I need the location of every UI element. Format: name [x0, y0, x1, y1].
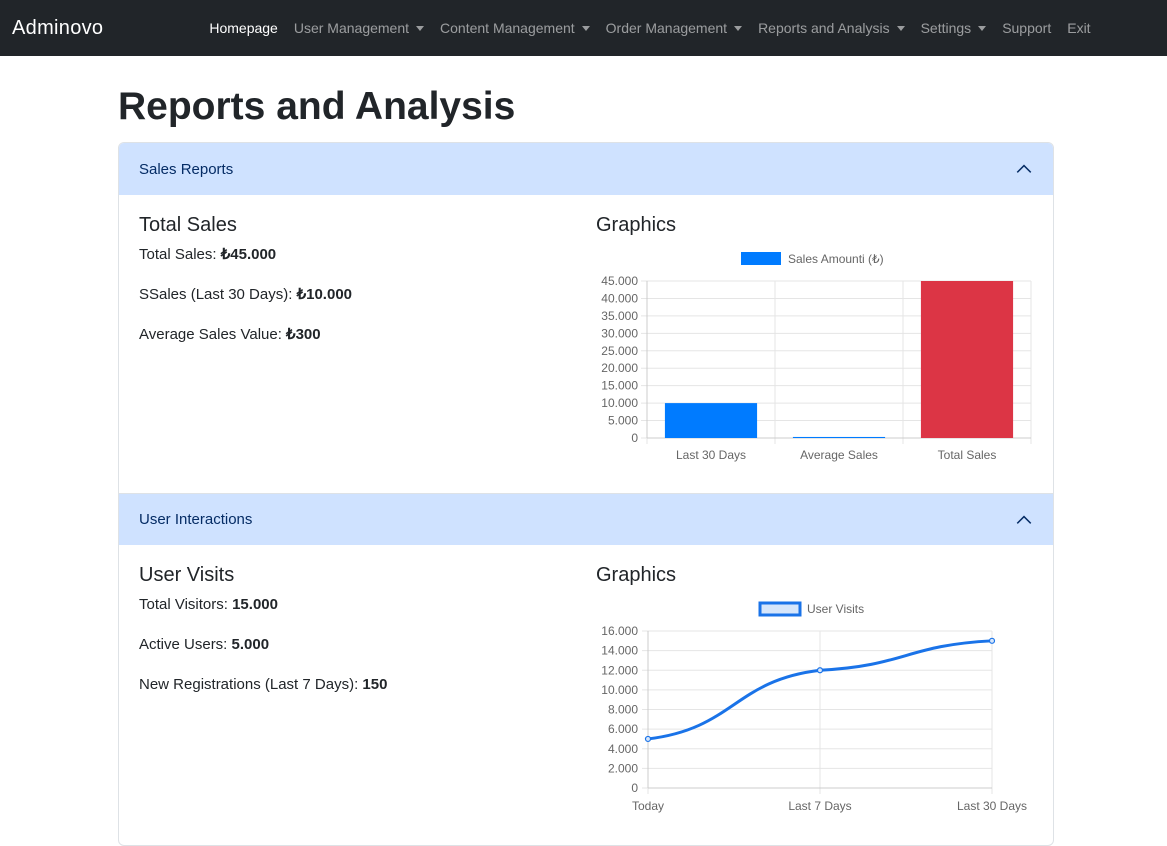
nav-item-label: Content Management: [440, 20, 575, 36]
caret-down-icon: [581, 25, 590, 31]
y-tick-label: 5.000: [608, 414, 638, 428]
page-title: Reports and Analysis: [118, 85, 516, 128]
stat-label: Average Sales Value:: [139, 326, 287, 343]
top-navbar: Adminovo Homepage User Management Content …: [0, 0, 1167, 56]
stat-value: 5.000: [231, 636, 270, 653]
legend-swatch: [758, 601, 802, 617]
stat-label: SSales (Last 30 Days):: [139, 286, 297, 303]
x-tick-label: Total Sales: [938, 448, 997, 462]
nav-item-label: Order Management: [605, 20, 728, 36]
user-stats: User Visits Total Visitors: 15.000 Active…: [139, 561, 596, 845]
users-stat-line: New Registrations (Last 7 Days): 150: [139, 675, 596, 694]
sales-reports-body: Total Sales Total Sales: ₺45.000 SSales (…: [119, 195, 1053, 493]
user-visits-line-chart: User Visits 0 2.000 4.000 6.000 8.000 10.000 12…: [601, 601, 1027, 813]
sales-bar-chart: Sales Amounti (₺) 0 5.000 10.000 15.000 20.00…: [601, 252, 1032, 462]
legend-label: User Visits: [807, 602, 864, 616]
caret-down-icon: [978, 25, 987, 31]
caret-down-icon: [734, 25, 743, 31]
y-tick-label: 10.000: [601, 396, 638, 410]
nav-item-label: Reports and Analysis: [758, 20, 890, 36]
user-interactions-title: User Interactions: [139, 511, 253, 528]
nav-item-label: Homepage: [209, 20, 278, 36]
y-tick-label: 16.000: [601, 624, 638, 638]
nav-item-reports-and-analysis[interactable]: Reports and Analysis: [750, 20, 913, 36]
stat-label: Total Visitors:: [139, 596, 233, 613]
stat-value: ₺45.000: [220, 246, 277, 263]
nav-item-user-management[interactable]: User Management: [286, 20, 432, 36]
stat-label: Total Sales:: [139, 246, 221, 263]
x-tick-label: Average Sales: [800, 448, 878, 462]
nav-item-label: User Management: [293, 20, 410, 36]
y-tick-label: 15.000: [601, 379, 638, 393]
sales-reports-title: Sales Reports: [139, 160, 234, 178]
x-tick-label: Today: [632, 799, 664, 813]
brand-logo[interactable]: Adminovo: [12, 16, 104, 39]
user-graphics-heading: Graphics: [596, 564, 677, 586]
sales-stat-line: Total Sales: ₺45.000: [139, 245, 596, 264]
nav-item-homepage[interactable]: Homepage: [201, 20, 286, 36]
user-graphics: Graphics User Visits 0 2.000 4.000 6.000 8.00…: [596, 561, 1033, 845]
y-tick-label: 0: [631, 431, 638, 445]
nav-item-label: Support: [1002, 20, 1052, 36]
nav-item-settings[interactable]: Settings: [913, 20, 995, 36]
user-interactions-body: User Visits Total Visitors: 15.000 Active…: [119, 545, 1053, 845]
y-tick-label: 2.000: [608, 761, 638, 775]
caret-down-icon: [896, 25, 905, 31]
y-tick-label: 8.000: [608, 703, 638, 717]
user-interactions-header[interactable]: User Interactions: [119, 493, 1053, 545]
stat-label: Active Users:: [139, 636, 232, 653]
chevron-up-icon[interactable]: [1015, 511, 1033, 529]
y-tick-label: 40.000: [601, 291, 638, 305]
sales-stat-line: Average Sales Value: ₺300: [139, 325, 596, 344]
sales-graphics-heading: Graphics: [596, 214, 677, 236]
y-tick-label: 30.000: [601, 326, 638, 340]
y-tick-label: 10.000: [601, 683, 638, 697]
stat-label: New Registrations (Last 7 Days):: [139, 676, 363, 693]
nav-item-exit[interactable]: Exit: [1059, 20, 1098, 36]
nav-item-label: Exit: [1067, 20, 1091, 36]
chevron-up-icon[interactable]: [1015, 160, 1033, 178]
legend-label: Sales Amounti (₺): [788, 252, 884, 266]
reports-accordion: Sales Reports Total Sales Total Sales: ₺…: [118, 142, 1054, 846]
y-tick-label: 4.000: [608, 742, 638, 756]
users-stat-line: Active Users: 5.000: [139, 635, 596, 654]
x-tick-label: Last 30 Days: [957, 799, 1027, 813]
main-container: Reports and Analysis Sales Reports Total…: [118, 56, 1054, 846]
caret-down-icon: [416, 25, 425, 31]
stat-value: ₺300: [286, 326, 321, 343]
stat-value: ₺10.000: [296, 286, 353, 303]
y-tick-label: 35.000: [601, 309, 638, 323]
x-tick-label: Last 7 Days: [788, 799, 851, 813]
bar: [792, 436, 886, 438]
users-stat-line: Total Visitors: 15.000: [139, 595, 596, 614]
nav-item-order-management[interactable]: Order Management: [598, 20, 750, 36]
sales-reports-header[interactable]: Sales Reports: [119, 143, 1053, 195]
y-tick-label: 45.000: [601, 274, 638, 288]
sales-stats: Total Sales Total Sales: ₺45.000 SSales (…: [139, 211, 596, 493]
bar: [920, 281, 1014, 438]
y-tick-label: 14.000: [601, 644, 638, 658]
data-point: [988, 637, 996, 644]
legend-swatch: [741, 252, 781, 265]
y-tick-label: 25.000: [601, 344, 638, 358]
sales-stat-line: SSales (Last 30 Days): ₺10.000: [139, 285, 596, 304]
data-point: [816, 667, 824, 674]
stat-value: 150: [362, 676, 388, 693]
y-tick-label: 20.000: [601, 361, 638, 375]
stat-value: 15.000: [232, 596, 278, 613]
data-point: [644, 735, 652, 743]
y-tick-label: 0: [631, 781, 638, 795]
nav-item-content-management[interactable]: Content Management: [432, 20, 598, 36]
bar: [664, 403, 758, 438]
sales-graphics: Graphics Sales Amounti (₺) 0 5.000 10.000 15…: [596, 211, 1033, 493]
user-visits-heading: User Visits: [139, 564, 235, 586]
y-tick-label: 6.000: [608, 722, 638, 736]
y-tick-label: 12.000: [601, 663, 638, 677]
nav-menu: Homepage User Management Content Managemen…: [201, 20, 1098, 36]
nav-item-label: Settings: [920, 20, 972, 36]
nav-item-support[interactable]: Support: [994, 20, 1059, 36]
total-sales-heading: Total Sales: [139, 214, 237, 236]
x-tick-label: Last 30 Days: [676, 448, 746, 462]
